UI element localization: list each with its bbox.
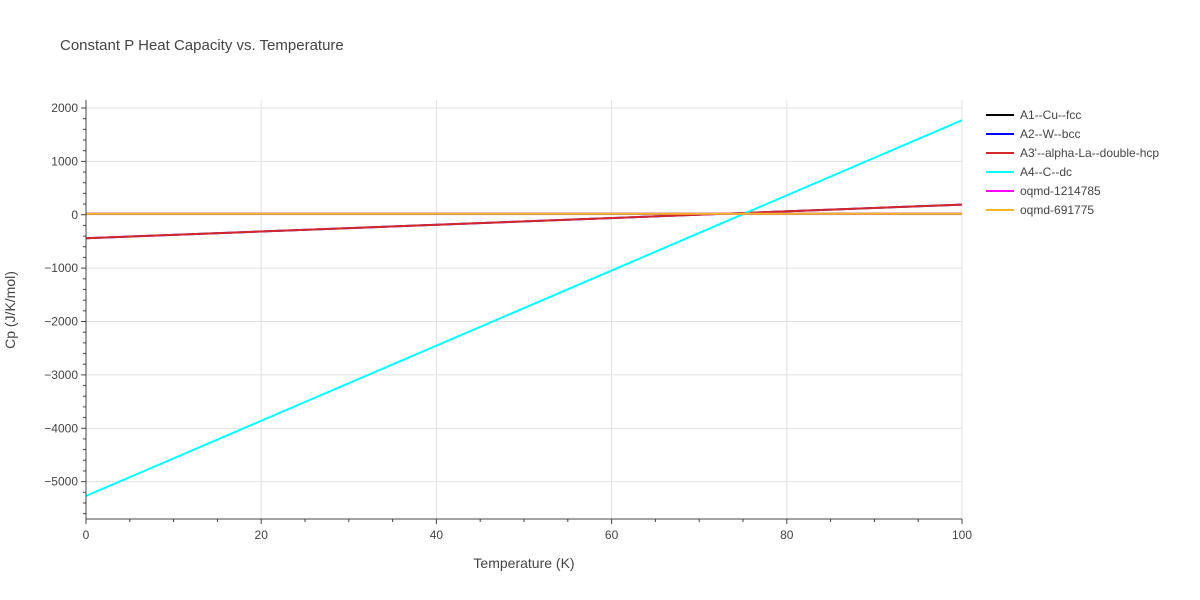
series-line: [85, 203, 963, 240]
legend-item[interactable]: oqmd-1214785: [986, 184, 1101, 198]
y-tick-label: 1000: [51, 154, 78, 168]
y-tick-labels: 2000 1000 0 −1000 −2000 −3000 −4000 −5000: [44, 101, 78, 489]
legend-item[interactable]: oqmd-691775: [986, 203, 1094, 217]
axes: [81, 100, 963, 524]
y-axis-label: Cp (J/K/mol): [2, 271, 18, 349]
legend-label: A4--C--dc: [1020, 165, 1072, 179]
y-tick-label: 2000: [51, 101, 78, 115]
legend-label: A2--W--bcc: [1020, 127, 1080, 141]
y-tick-label: −3000: [44, 368, 78, 382]
legend-item[interactable]: A3'--alpha-La--double-hcp: [986, 146, 1159, 160]
chart-title: Constant P Heat Capacity vs. Temperature: [60, 37, 344, 54]
legend-item[interactable]: A2--W--bcc: [986, 127, 1080, 141]
x-tick-label: 0: [83, 528, 90, 542]
y-tick-label: −5000: [44, 475, 78, 489]
y-tick-label: 0: [71, 208, 78, 222]
series-lines: [85, 119, 963, 497]
x-tick-label: 20: [255, 528, 269, 542]
legend-label: oqmd-1214785: [1020, 184, 1101, 198]
x-tick-label: 40: [430, 528, 444, 542]
legend[interactable]: A1--Cu--fcc A2--W--bcc A3'--alpha-La--doub…: [986, 108, 1159, 217]
x-tick-label: 100: [952, 528, 972, 542]
x-tick-label: 60: [605, 528, 619, 542]
grid: [86, 100, 963, 519]
y-tick-label: −4000: [44, 421, 78, 435]
y-tick-label: −2000: [44, 315, 78, 329]
x-tick-labels: 0 20 40 60 80 100: [83, 528, 973, 542]
x-axis-label: Temperature (K): [473, 555, 574, 571]
x-tick-label: 80: [780, 528, 794, 542]
series-line: [85, 119, 963, 497]
legend-label: A1--Cu--fcc: [1020, 108, 1081, 122]
legend-label: A3'--alpha-La--double-hcp: [1020, 146, 1159, 160]
y-tick-label: −1000: [44, 261, 78, 275]
legend-label: oqmd-691775: [1020, 203, 1094, 217]
legend-item[interactable]: A1--Cu--fcc: [986, 108, 1081, 122]
legend-item[interactable]: A4--C--dc: [986, 165, 1072, 179]
